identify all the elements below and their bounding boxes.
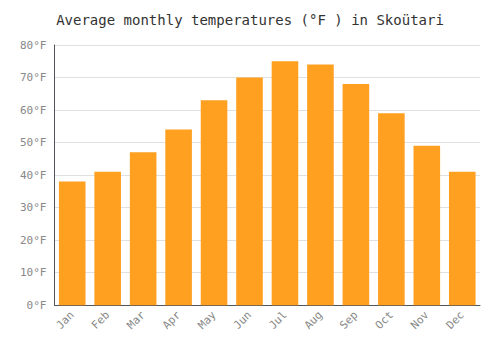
svg-text:Sep: Sep — [337, 309, 360, 332]
svg-text:Jan: Jan — [54, 309, 77, 332]
svg-text:40°F: 40°F — [20, 169, 47, 182]
svg-text:Apr: Apr — [160, 308, 183, 331]
svg-text:60°F: 60°F — [20, 104, 47, 117]
svg-text:Dec: Dec — [444, 309, 467, 332]
svg-text:Nov: Nov — [408, 308, 431, 331]
svg-text:10°F: 10°F — [20, 266, 47, 279]
svg-text:Oct: Oct — [373, 309, 396, 332]
svg-text:Aug: Aug — [302, 309, 325, 332]
svg-text:20°F: 20°F — [20, 234, 47, 247]
svg-text:Jul: Jul — [266, 309, 289, 332]
svg-text:Feb: Feb — [89, 309, 112, 332]
svg-text:30°F: 30°F — [20, 201, 47, 214]
svg-text:Average monthly temperatures (: Average monthly temperatures (°F ) in Sk… — [56, 12, 444, 28]
svg-text:80°F: 80°F — [20, 39, 47, 52]
svg-text:Jun: Jun — [231, 309, 254, 332]
svg-text:Mar: Mar — [125, 308, 148, 331]
svg-text:May: May — [195, 308, 218, 331]
svg-text:50°F: 50°F — [20, 136, 47, 149]
svg-text:0°F: 0°F — [27, 299, 47, 312]
svg-text:70°F: 70°F — [20, 71, 47, 84]
